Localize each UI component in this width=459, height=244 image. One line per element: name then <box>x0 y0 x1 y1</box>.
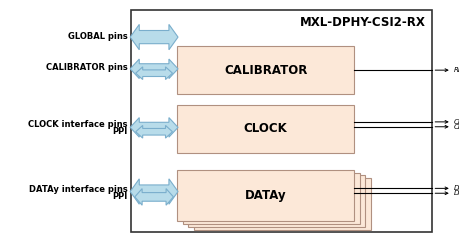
Bar <box>188 175 364 227</box>
Text: REXT: REXT <box>453 67 459 73</box>
Polygon shape <box>130 179 178 204</box>
Polygon shape <box>135 67 172 80</box>
Text: DATAy: DATAy <box>244 189 286 202</box>
Text: DNy: DNy <box>453 190 459 196</box>
Bar <box>131 10 431 232</box>
Text: PPI: PPI <box>112 192 128 201</box>
Text: CKP: CKP <box>453 119 459 125</box>
Bar <box>177 170 353 221</box>
Bar <box>177 105 353 152</box>
Text: CLOCK interface pins: CLOCK interface pins <box>28 120 128 129</box>
Text: CKN: CKN <box>453 124 459 130</box>
Polygon shape <box>130 24 178 50</box>
Text: MXL-DPHY-CSI2-RX: MXL-DPHY-CSI2-RX <box>299 16 425 29</box>
Text: GLOBAL pins: GLOBAL pins <box>68 32 128 41</box>
Text: CALIBRATOR: CALIBRATOR <box>224 64 307 77</box>
Text: DATAy interface pins: DATAy interface pins <box>29 185 128 193</box>
Bar <box>182 173 359 224</box>
Bar <box>193 178 370 230</box>
Polygon shape <box>135 125 172 138</box>
Polygon shape <box>130 118 178 137</box>
Text: CLOCK: CLOCK <box>243 122 287 135</box>
Text: DPy: DPy <box>453 185 459 191</box>
Polygon shape <box>130 59 178 79</box>
Text: CALIBRATOR pins: CALIBRATOR pins <box>46 63 128 72</box>
Text: PPI: PPI <box>112 127 128 136</box>
Bar <box>177 46 353 94</box>
Polygon shape <box>134 189 173 205</box>
